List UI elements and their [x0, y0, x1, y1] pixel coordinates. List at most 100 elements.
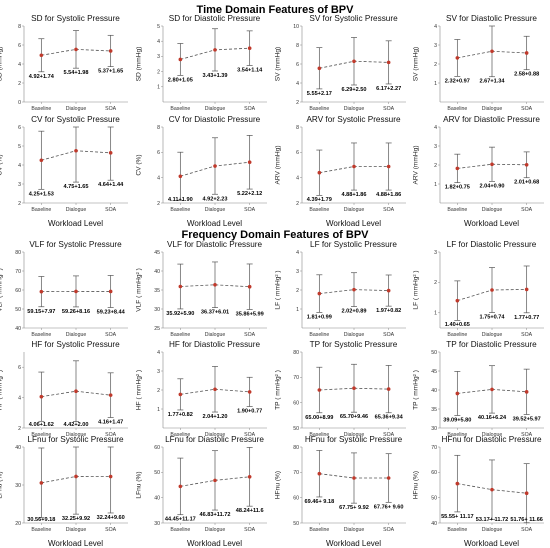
data-point: [456, 167, 460, 171]
y-tick-label: 1: [296, 307, 299, 313]
data-label: 2.01+0.68: [514, 180, 539, 186]
data-point: [74, 149, 78, 153]
data-label: 2.02+0.89: [341, 309, 366, 315]
data-label: 6.29+2.50: [341, 87, 366, 93]
data-label: 3.54+1.14: [237, 68, 263, 74]
data-label: 46.83+11.72: [200, 512, 231, 518]
data-label: 36.37+6.01: [201, 310, 229, 316]
data-point: [387, 476, 391, 480]
data-label: 2.04+1.20: [202, 414, 227, 420]
y-tick-label: 40: [154, 495, 160, 501]
x-tick-label: Baseline: [31, 106, 51, 112]
x-tick-label: SOA: [105, 332, 116, 338]
y-tick-label: 6: [18, 125, 21, 131]
x-tick-label: Baseline: [170, 527, 190, 533]
data-point: [456, 392, 460, 396]
y-tick-label: 60: [293, 495, 299, 501]
x-tick-label: Dialogue: [482, 527, 503, 533]
data-point: [456, 299, 460, 303]
data-label: 4.16+1.47: [98, 420, 123, 426]
x-tick-label: Dialogue: [66, 527, 87, 533]
data-point: [248, 46, 252, 50]
data-label: 35.92+5.90: [166, 311, 194, 317]
data-point: [248, 475, 252, 479]
y-tick-label: 3: [157, 54, 160, 60]
data-label: 1.77+0.82: [168, 412, 193, 418]
y-tick-label: 3: [434, 43, 437, 49]
y-tick-label: 60: [293, 400, 299, 406]
data-label: 1.97+0.82: [376, 308, 401, 314]
x-tick-label: Dialogue: [482, 207, 503, 213]
y-tick-label: 30: [154, 307, 160, 313]
data-point: [213, 48, 217, 52]
data-point: [456, 482, 460, 486]
y-tick-label: 1: [157, 85, 160, 91]
data-label: 6.17+2.27: [376, 86, 401, 92]
y-tick-label: 50: [15, 307, 21, 313]
data-point: [109, 393, 113, 397]
data-point: [352, 59, 356, 63]
y-tick-label: 2: [434, 62, 437, 68]
x-tick-label: SOA: [244, 332, 255, 338]
data-point: [352, 165, 356, 169]
x-tick-label: SOA: [105, 527, 116, 533]
data-point: [318, 66, 322, 70]
y-tick-label: 3: [18, 182, 21, 188]
y-tick-label: 2: [296, 288, 299, 294]
y-tick-label: 70: [15, 269, 21, 275]
data-point: [490, 388, 494, 392]
x-tick-label: Baseline: [447, 527, 467, 533]
data-point: [352, 288, 356, 292]
y-tick-label: 20: [15, 521, 21, 527]
data-point: [318, 292, 322, 296]
data-label: 2.80+1.05: [168, 77, 193, 83]
x-tick-label: SOA: [383, 332, 394, 338]
data-label: 67.76+ 9.60: [374, 504, 404, 510]
data-point: [248, 160, 252, 164]
x-tick-label: SOA: [383, 106, 394, 112]
data-point: [387, 289, 391, 293]
y-tick-label: 45: [431, 369, 437, 375]
y-tick-label: 3: [434, 144, 437, 150]
y-tick-label: 4: [157, 175, 160, 181]
data-point: [318, 171, 322, 175]
y-tick-label: 50: [431, 495, 437, 501]
y-tick-label: 2: [434, 163, 437, 169]
y-tick-label: 4: [434, 24, 437, 30]
data-label: 59.23+8.44: [97, 309, 126, 315]
y-tick-label: 8: [296, 43, 299, 49]
data-point: [387, 165, 391, 169]
x-tick-label: Dialogue: [344, 106, 365, 112]
y-tick-label: 5: [157, 24, 160, 30]
x-tick-label: Baseline: [309, 332, 329, 338]
y-tick-label: 40: [154, 269, 160, 275]
data-label: 1.77+0.77: [514, 315, 539, 321]
data-label: 48.24+11.6: [236, 508, 264, 514]
data-point: [352, 476, 356, 480]
data-label: 32.25+9.92: [62, 516, 90, 522]
data-label: 2.04+0.90: [479, 183, 504, 189]
y-tick-label: 1: [434, 311, 437, 317]
x-axis-title: Workload Level: [153, 219, 276, 228]
data-point: [525, 163, 529, 167]
y-tick-label: 50: [154, 470, 160, 476]
data-label: 65.00+8.99: [305, 415, 333, 421]
data-label: 1.90+0.77: [237, 409, 262, 415]
data-label: 39.09+5.80: [443, 417, 471, 423]
y-tick-label: 80: [15, 250, 21, 256]
y-tick-label: 40: [431, 521, 437, 527]
x-axis-title: Workload Level: [430, 539, 550, 548]
